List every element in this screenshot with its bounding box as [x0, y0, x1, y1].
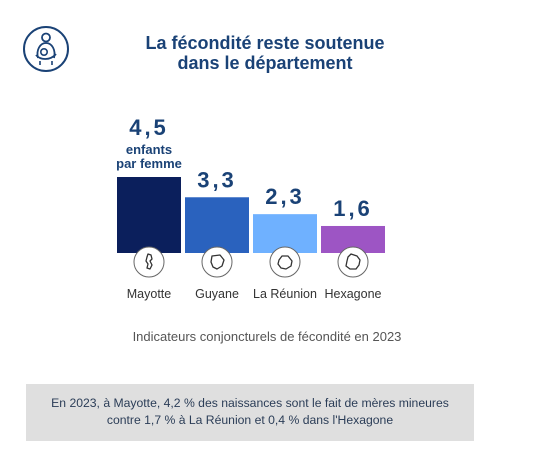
mother-child-icon: [23, 26, 69, 72]
value-label-la-r-union: 2,3: [265, 184, 305, 209]
page-title: La fécondité reste soutenue dans le dépa…: [130, 33, 400, 73]
category-label-guyane: Guyane: [195, 287, 239, 301]
chart-caption: Indicateurs conjoncturels de fécondité e…: [132, 329, 402, 344]
france-map-icon: [345, 253, 361, 270]
bar-guyane: [185, 197, 249, 253]
title-line-1: La fécondité reste soutenue: [145, 33, 385, 53]
value-label-hexagone: 1,6: [333, 196, 373, 221]
info-note: En 2023, à Mayotte, 4,2 % des naissances…: [26, 384, 474, 441]
value-label-mayotte: 4,5: [129, 115, 169, 140]
category-label-la-r-union: La Réunion: [253, 287, 317, 301]
reunion-map-icon-circle: [269, 246, 301, 278]
category-label-mayotte: Mayotte: [127, 287, 172, 301]
reunion-map-icon: [277, 255, 293, 270]
bar-mayotte: [117, 177, 181, 253]
value-label-guyane: 3,3: [197, 167, 237, 192]
france-map-icon-circle: [337, 246, 369, 278]
guyane-map-icon-circle: [201, 246, 233, 278]
mayotte-map-icon: [145, 253, 153, 270]
unit-label-line-1: enfants: [126, 142, 172, 157]
category-label-hexagone: Hexagone: [325, 287, 382, 301]
note-line-2: contre 1,7 % à La Réunion et 0,4 % dans …: [106, 413, 394, 427]
note-line-1: En 2023, à Mayotte, 4,2 % des naissances…: [51, 396, 449, 410]
mayotte-map-icon-circle: [133, 246, 165, 278]
title-line-2: dans le département: [177, 53, 353, 73]
guyane-map-icon: [210, 254, 225, 270]
unit-label-line-2: par femme: [116, 156, 182, 171]
